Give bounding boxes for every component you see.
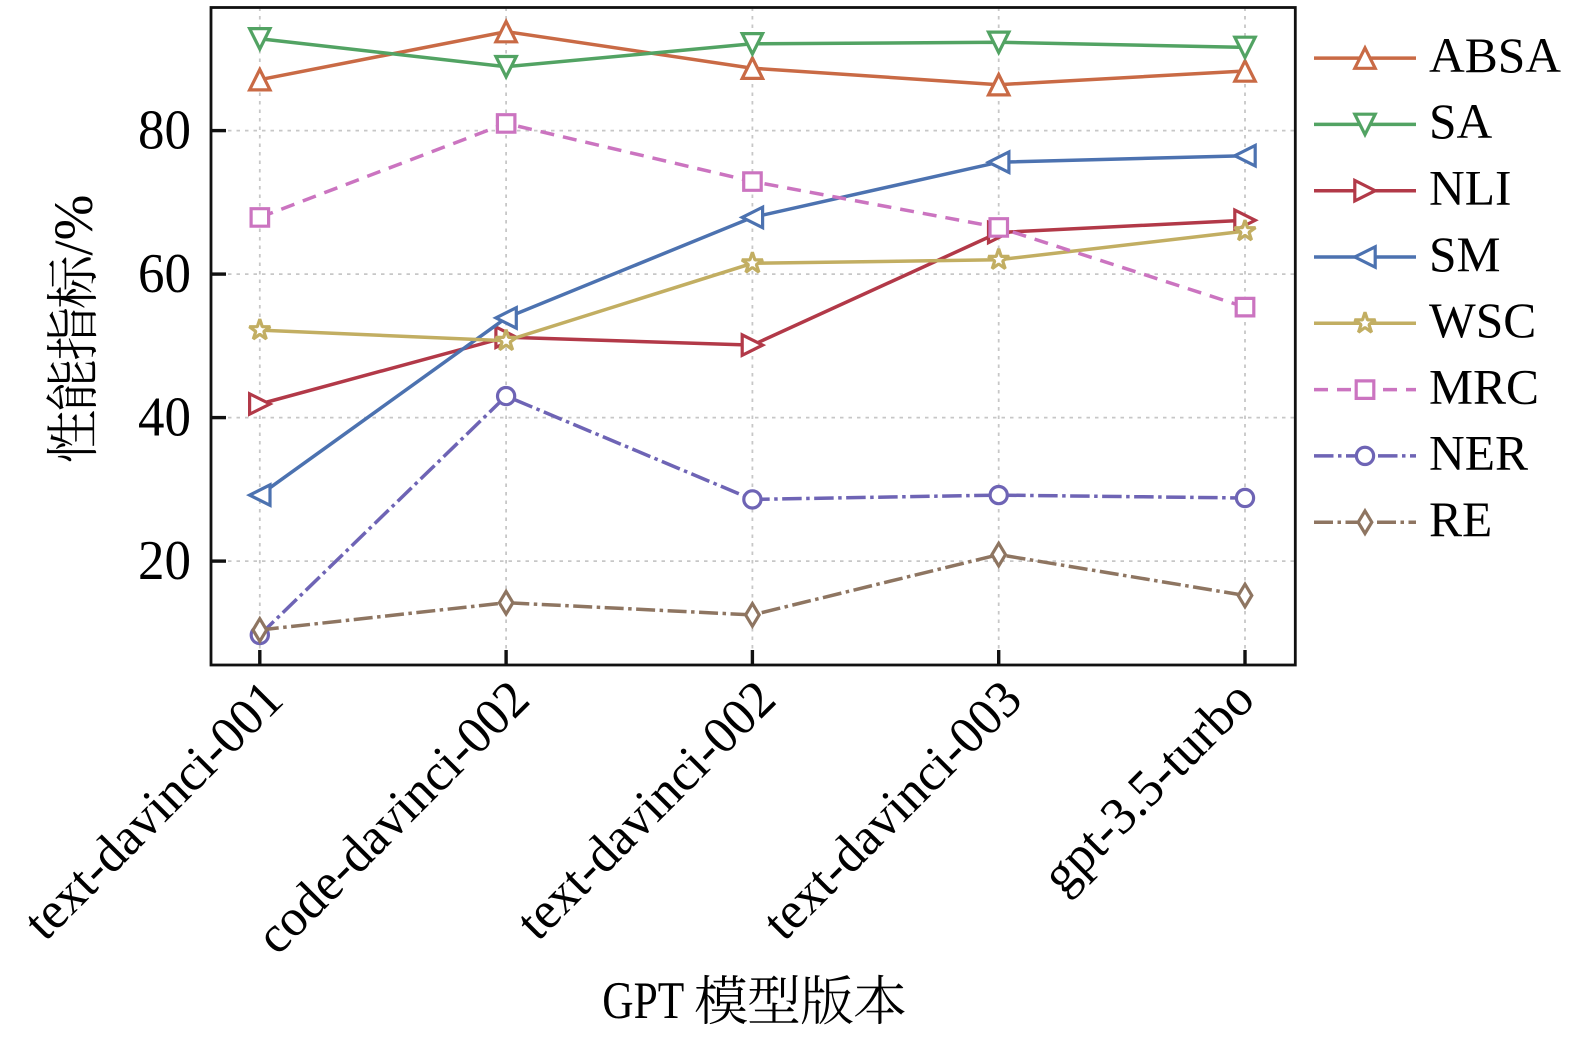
svg-text:/%: /% bbox=[43, 194, 104, 255]
svg-text:40: 40 bbox=[138, 386, 191, 448]
svg-text:MRC: MRC bbox=[1429, 359, 1539, 414]
svg-text:NER: NER bbox=[1429, 426, 1528, 481]
svg-text:WSC: WSC bbox=[1429, 293, 1536, 348]
svg-text:80: 80 bbox=[138, 99, 191, 161]
svg-text:RE: RE bbox=[1429, 492, 1492, 547]
svg-text:SA: SA bbox=[1429, 94, 1493, 149]
svg-text:NLI: NLI bbox=[1429, 161, 1511, 216]
svg-text:20: 20 bbox=[138, 530, 191, 592]
svg-text:60: 60 bbox=[138, 243, 191, 305]
svg-text:SM: SM bbox=[1429, 227, 1501, 282]
svg-text:GPT: GPT bbox=[602, 972, 684, 1030]
svg-text:ABSA: ABSA bbox=[1429, 28, 1561, 83]
